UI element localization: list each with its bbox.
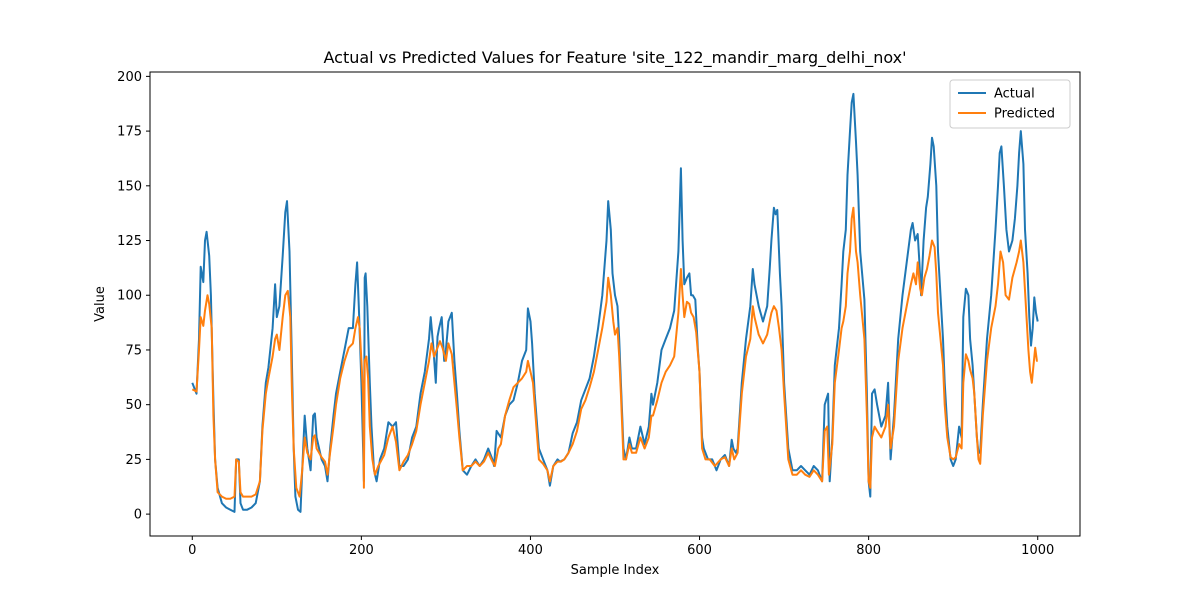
x-tick-label: 200 [349,543,374,558]
y-axis: 0 25 50 75 100 125 150 175 200 [117,70,150,523]
plot-area: 0 200 400 600 800 1000 0 25 50 75 100 125 150 175 200 [117,70,1081,558]
series-group [191,92,1039,513]
x-tick-label: 0 [188,543,196,558]
y-tick-label: 175 [117,125,142,140]
legend-label-actual: Actual [994,87,1035,102]
x-tick-label: 600 [687,543,712,558]
y-tick-label: 25 [125,453,142,468]
plot-frame [149,71,1081,537]
y-tick-label: 100 [117,289,142,304]
chart-title: Actual vs Predicted Values for Feature '… [323,48,906,68]
x-tick-label: 800 [856,543,881,558]
x-axis: 0 200 400 600 800 1000 [188,536,1054,558]
y-tick-label: 200 [117,70,142,85]
legend-label-predicted: Predicted [994,107,1055,122]
y-tick-label: 75 [125,343,142,358]
series-line-predicted [191,206,1038,500]
legend: Actual Predicted [949,79,1071,129]
y-tick-label: 50 [125,398,142,413]
x-tick-label: 400 [518,543,543,558]
y-tick-label: 0 [134,508,142,523]
y-tick-label: 125 [117,234,142,249]
y-axis-label: Value [93,286,108,322]
y-tick-label: 150 [117,179,142,194]
series-line-actual [191,92,1039,513]
x-axis-label: Sample Index [571,563,660,578]
x-tick-label: 1000 [1021,543,1054,558]
